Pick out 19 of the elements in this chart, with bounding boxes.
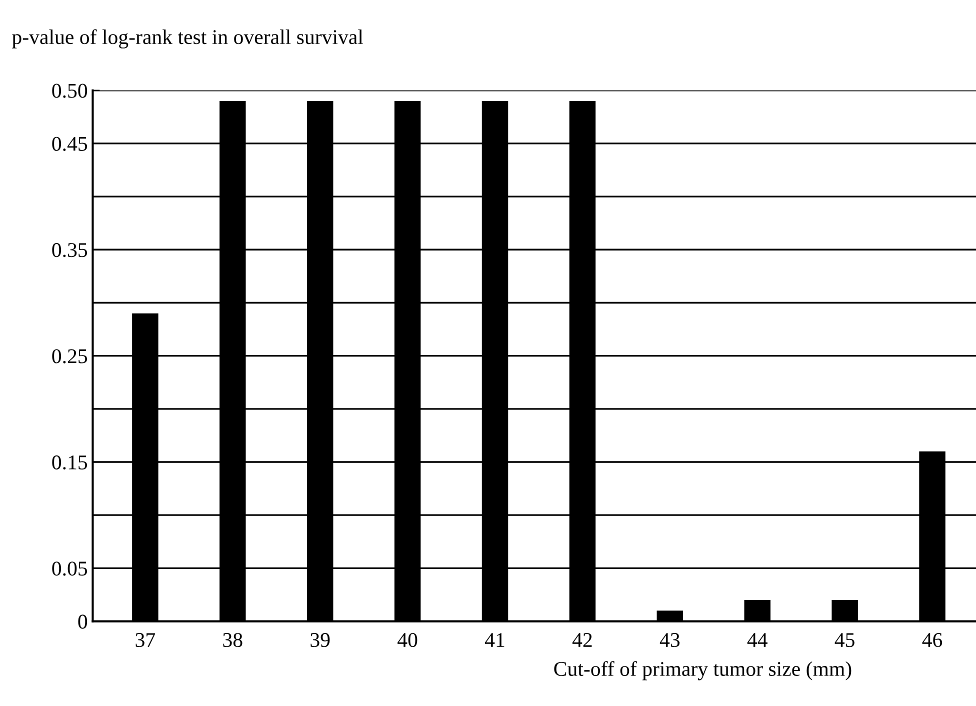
y-tick-label: 0.35 [52,243,88,258]
chart-title: p-value of log-rank test in overall survival [12,29,364,48]
x-tick-label: 40 [398,632,418,648]
x-axis-title: Cut-off of primary tumor size (mm) [554,661,852,680]
x-tick-label: 37 [136,633,156,648]
y-tick-label: 0.25 [52,349,88,364]
y-tick-label: 0.45 [52,136,88,151]
x-tick-label: 42 [572,633,592,647]
x-tick-label: 41 [484,633,504,647]
x-tick-label: 38 [223,632,242,648]
x-tick-label: 39 [310,633,330,648]
x-tick-label: 44 [747,633,768,647]
x-tick-label: 46 [922,633,942,648]
y-tick-label: 0 [78,614,88,629]
y-tick-label: 0.50 [52,84,88,98]
y-tick-label: 0.15 [52,455,88,470]
x-tick-label: 45 [834,633,854,648]
x-tick-label: 43 [660,633,680,648]
y-tick-label: 0.05 [52,562,88,576]
